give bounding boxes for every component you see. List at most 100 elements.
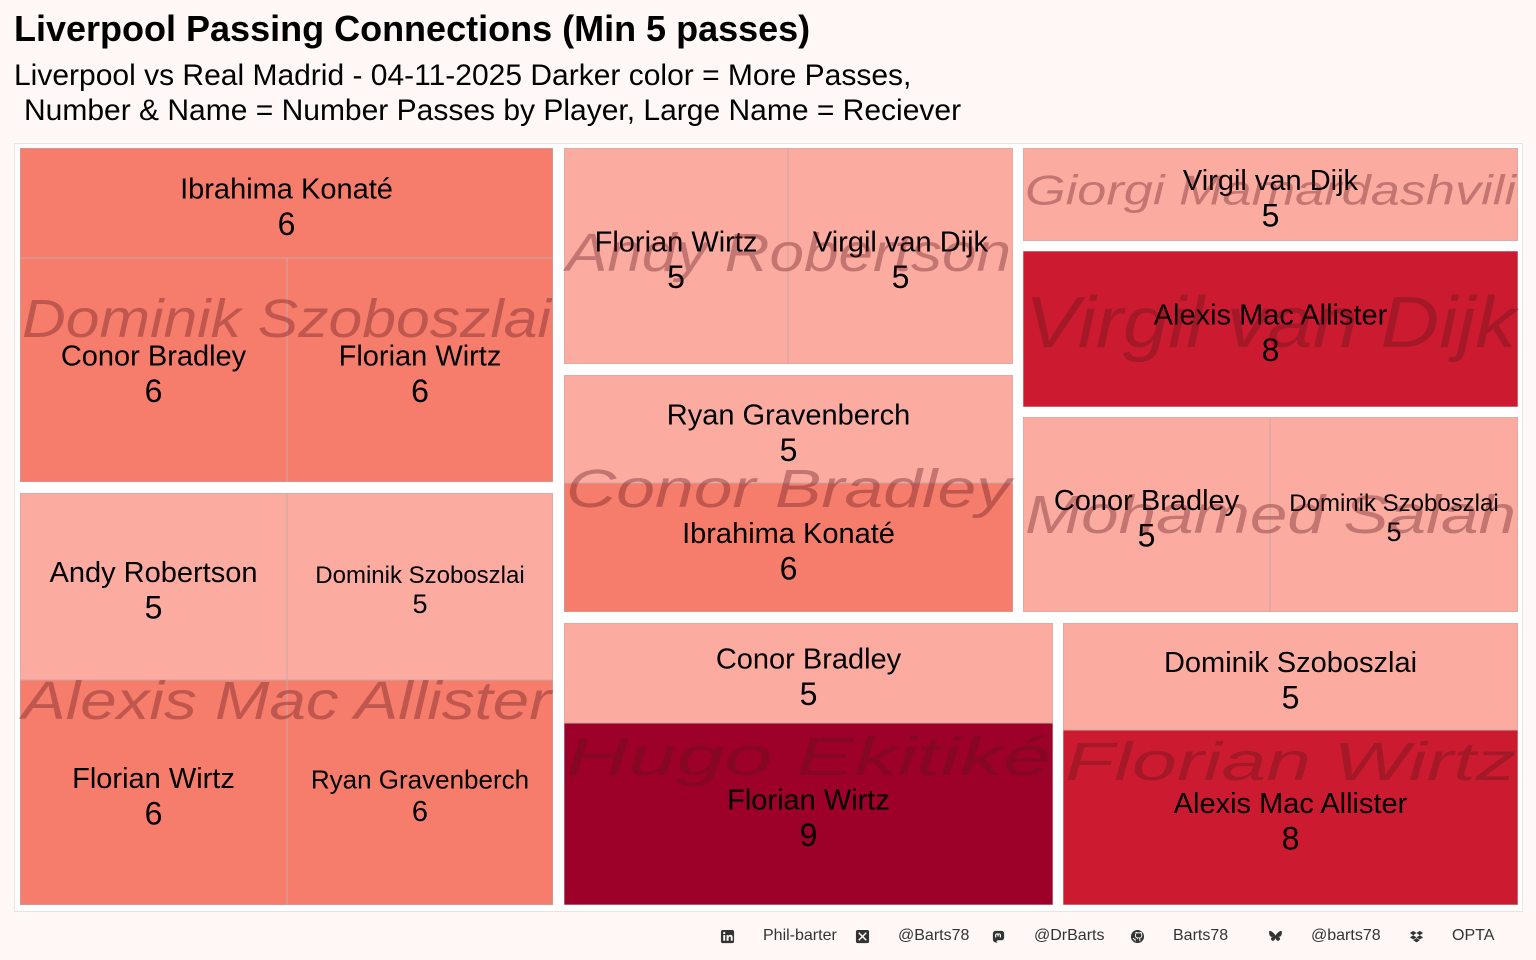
pass-count-label: 6 — [412, 796, 428, 828]
group-border — [558, 369, 1019, 618]
pass-count-label: 5 — [780, 432, 798, 468]
treemap-tile — [19, 257, 288, 483]
pass-count-label: 6 — [145, 795, 163, 831]
treemap-tile — [563, 482, 1014, 613]
chart-title: Liverpool Passing Connections (Min 5 pas… — [14, 8, 811, 49]
treemap-tile — [1022, 416, 1271, 613]
credit-github-text: Barts78 — [1173, 927, 1229, 944]
receiver-label: Giorgi Mamardashvili — [1025, 167, 1518, 214]
passer-name-label: Florian Wirtz — [72, 763, 235, 795]
treemap-tile — [1269, 416, 1519, 613]
bluesky-icon — [1267, 928, 1283, 944]
passer-name-label: Florian Wirtz — [727, 785, 890, 817]
passer-name-label: Ibrahima Konaté — [180, 174, 393, 206]
chart-subtitle: Liverpool vs Real Madrid - 04-11-2025 Da… — [14, 58, 961, 128]
passer-name-label: Conor Bradley — [1054, 485, 1240, 517]
pass-count-label: 6 — [411, 373, 429, 409]
passer-name-label: Ryan Gravenberch — [667, 400, 910, 432]
treemap-tile — [286, 492, 554, 681]
passer-name-label: Florian Wirtz — [595, 227, 758, 259]
passer-name-label: Ryan Gravenberch — [311, 765, 529, 795]
x-twitter-icon — [854, 928, 870, 944]
github-icon — [1129, 928, 1145, 944]
receiver-label: Mohamed Salah — [1025, 485, 1516, 545]
treemap-tile — [787, 147, 1014, 365]
credit-mastodon-text: @DrBarts — [1034, 927, 1105, 944]
group-border — [1017, 245, 1522, 413]
receiver-label: Conor Bradley — [566, 459, 1015, 519]
pass-count-label: 6 — [145, 373, 163, 409]
group-border — [558, 617, 1059, 911]
credit-x[interactable]: @Barts78 — [854, 927, 969, 945]
passer-name-label: Alexis Mac Allister — [1174, 788, 1408, 820]
group-border — [15, 144, 559, 488]
passer-name-label: Andy Robertson — [50, 557, 258, 589]
pass-count-label: 8 — [1262, 332, 1280, 368]
passer-name-label: Dominik Szoboszlai — [1164, 647, 1417, 679]
pass-count-label: 5 — [800, 676, 818, 712]
credit-bluesky[interactable]: @barts78 — [1267, 927, 1381, 945]
subtitle-line-2: Number & Name = Number Passes by Player,… — [24, 94, 962, 127]
credit-dropbox[interactable]: OPTA — [1408, 927, 1494, 945]
pass-count-label: 5 — [1282, 679, 1300, 715]
pass-count-label: 9 — [800, 817, 818, 853]
linkedin-icon — [719, 928, 735, 944]
treemap-tile — [1062, 729, 1519, 906]
pass-count-label: 6 — [278, 206, 296, 242]
passer-name-label: Dominik Szoboszlai — [315, 562, 524, 589]
group-border — [15, 487, 559, 911]
credit-linkedin-text: Phil-barter — [763, 927, 837, 944]
mastodon-icon — [990, 928, 1006, 944]
group-border — [1017, 144, 1522, 247]
treemap-panel: Ibrahima Konaté 6 Conor Bradley 6 Florian Wi… — [14, 143, 1523, 912]
group-border — [1017, 411, 1522, 618]
passer-name-label: Florian Wirtz — [339, 341, 502, 373]
passer-name-label: Ibrahima Konaté — [682, 518, 895, 550]
receiver-label: Virgil van Dijk — [1025, 283, 1521, 363]
passer-name-label: Dominik Szoboszlai — [1289, 490, 1498, 517]
treemap-tile — [563, 147, 789, 365]
pass-count-label: 5 — [145, 589, 163, 625]
treemap-tile — [563, 622, 1054, 724]
passer-name-label: Virgil van Dijk — [1183, 165, 1359, 197]
subtitle-line-1: Liverpool vs Real Madrid - 04-11-2025 Da… — [14, 59, 912, 92]
passer-name-label: Virgil van Dijk — [813, 227, 989, 259]
dropbox-icon — [1408, 928, 1424, 944]
treemap-tile — [563, 722, 1054, 906]
passer-name-label: Alexis Mac Allister — [1154, 300, 1388, 332]
receiver-label: Florian Wirtz — [1065, 732, 1516, 792]
passer-name-label: Conor Bradley — [61, 341, 247, 373]
treemap-tile — [19, 147, 554, 259]
pass-count-label: 5 — [1262, 197, 1280, 233]
treemap-tile — [1022, 250, 1519, 408]
pass-count-label: 8 — [1282, 820, 1300, 856]
pass-count-label: 5 — [667, 259, 685, 295]
group-border — [558, 144, 1019, 370]
credit-mastodon[interactable]: @DrBarts — [990, 927, 1104, 945]
pass-count-label: 5 — [412, 589, 427, 619]
receiver-label: Hugo Ekitiké — [566, 727, 1051, 787]
treemap-tile — [563, 374, 1014, 484]
pass-count-label: 5 — [892, 259, 910, 295]
pass-count-label: 5 — [1386, 517, 1401, 547]
receiver-label: Dominik Szoboszlai — [22, 289, 553, 349]
credit-linkedin[interactable]: Phil-barter — [719, 927, 837, 945]
receiver-label: Alexis Mac Allister — [18, 671, 553, 731]
treemap-tile — [286, 679, 554, 906]
footer-credits: Phil-barter @Barts78 @DrBarts Barts78 @b… — [0, 922, 1536, 950]
pass-count-label: 6 — [780, 550, 798, 586]
credit-dropbox-text: OPTA — [1452, 927, 1495, 944]
credit-x-text: @Barts78 — [898, 927, 970, 944]
receiver-label: Andy Robertson — [563, 223, 1011, 283]
credit-github[interactable]: Barts78 — [1129, 927, 1228, 945]
